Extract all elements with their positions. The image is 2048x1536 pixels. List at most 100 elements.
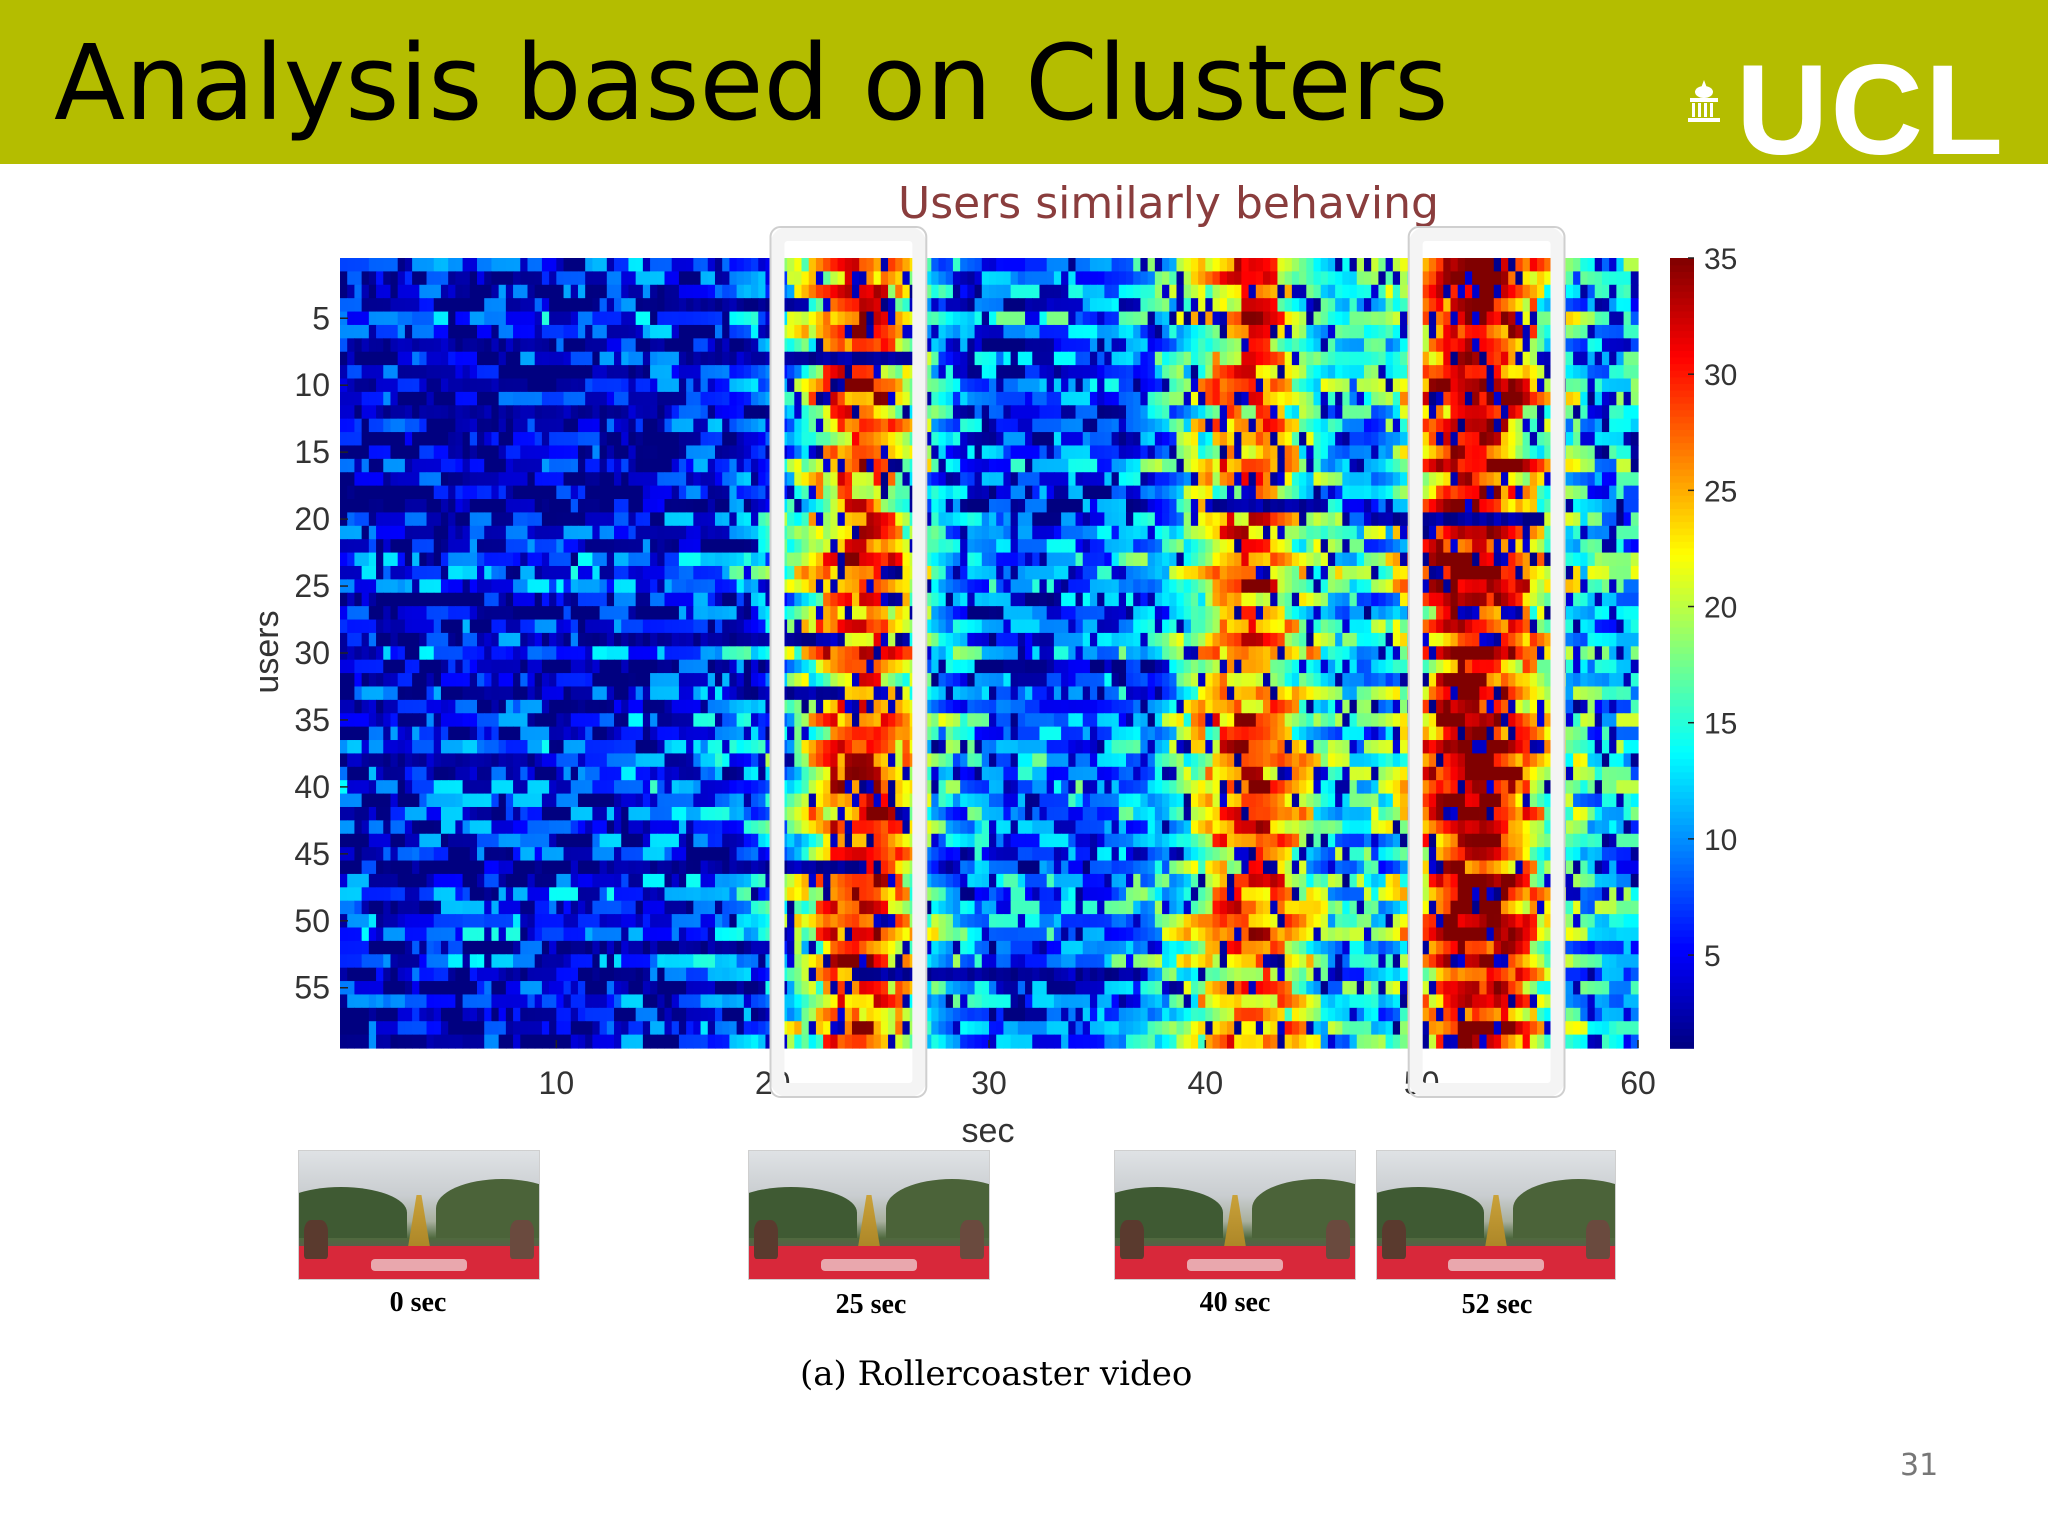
heatmap-cell (592, 324, 601, 339)
heatmap-cell (368, 405, 377, 420)
heatmap-cell (1082, 258, 1091, 272)
heatmap-cell (902, 512, 911, 527)
heatmap-cell (1320, 298, 1329, 313)
heatmap-cell (642, 458, 651, 473)
heatmap-cell (390, 512, 399, 527)
heatmap-cell (404, 405, 413, 420)
heatmap-cell (1241, 405, 1250, 420)
heatmap-cell (678, 458, 687, 473)
heatmap-cell (938, 472, 947, 487)
heatmap-cell (974, 512, 983, 527)
heatmap-cell (621, 606, 630, 621)
heatmap-cell (354, 445, 363, 460)
heatmap-cell (1183, 284, 1192, 299)
heatmap-cell (837, 311, 846, 326)
heatmap-cell (404, 445, 413, 460)
heatmap-cell (347, 458, 356, 473)
heatmap-cell (736, 338, 745, 353)
heatmap-cell (1219, 378, 1228, 393)
heatmap-cell (354, 271, 363, 286)
heatmap-cell (1508, 539, 1517, 554)
heatmap-cell (477, 338, 485, 353)
heatmap-cell (592, 258, 601, 272)
heatmap-cell (1255, 298, 1264, 313)
heatmap-cell (1544, 378, 1553, 393)
heatmap-cell (614, 298, 622, 313)
heatmap-cell (880, 592, 889, 607)
heatmap-cell (563, 378, 572, 393)
heatmap-cell (635, 432, 644, 447)
heatmap-cell (1400, 365, 1408, 380)
heatmap-cell (549, 418, 557, 433)
heatmap-cell (952, 458, 961, 473)
heatmap-cell (1299, 565, 1307, 580)
heatmap-cell (368, 485, 377, 500)
heatmap-cell (1500, 432, 1509, 447)
heatmap-cell (577, 271, 586, 286)
heatmap-cell (888, 351, 896, 366)
heatmap-cell (1486, 271, 1495, 286)
heatmap-cell (989, 592, 997, 607)
heatmap-cell (1630, 311, 1639, 326)
heatmap-cell (1162, 552, 1170, 567)
heatmap-cell (743, 271, 752, 286)
heatmap-cell (1630, 324, 1639, 339)
heatmap-cell (1255, 258, 1264, 272)
heatmap-cell (888, 324, 896, 339)
heatmap-cell (902, 432, 911, 447)
heatmap-cell (1140, 592, 1149, 607)
heatmap-cell (1320, 592, 1329, 607)
heatmap-cell (1306, 271, 1315, 286)
heatmap-cell (469, 351, 478, 366)
heatmap-cell (455, 485, 464, 500)
heatmap-cell (577, 619, 586, 634)
heatmap-cell (1219, 351, 1228, 366)
heatmap-cell (1082, 405, 1091, 420)
heatmap-cell (1515, 311, 1524, 326)
heatmap-cell (686, 565, 694, 580)
heatmap-cell (390, 391, 399, 406)
heatmap-cell (801, 619, 810, 634)
heatmap-cell (1241, 284, 1250, 299)
heatmap-cell (1472, 405, 1480, 420)
heatmap-cell (614, 619, 622, 634)
heatmap-cell (383, 298, 392, 313)
heatmap-cell (1508, 432, 1517, 447)
heatmap-cell (1234, 539, 1242, 554)
heatmap-cell (1443, 365, 1452, 380)
heatmap-cell (808, 258, 817, 272)
heatmap-cell (837, 365, 846, 380)
heatmap-cell (902, 525, 911, 540)
heatmap-cell (1436, 258, 1444, 272)
heatmap-cell (455, 405, 464, 420)
heatmap-cell (1573, 418, 1581, 433)
heatmap-cell (513, 579, 521, 594)
heatmap-cell (736, 298, 745, 313)
heatmap-cell (1277, 619, 1286, 634)
heatmap-cell (931, 391, 940, 406)
heatmap-cell (505, 284, 514, 299)
heatmap-cell (1190, 418, 1199, 433)
heatmap-cell (448, 579, 456, 594)
heatmap-cell (513, 432, 521, 447)
heatmap-cell (794, 298, 803, 313)
heatmap-cell (1609, 565, 1617, 580)
heatmap-cell (556, 271, 565, 286)
heatmap-cell (404, 365, 413, 380)
heatmap-cell (549, 619, 557, 634)
heatmap-cell (1104, 445, 1113, 460)
heatmap-cell (606, 485, 615, 500)
heatmap-cell (736, 606, 745, 621)
heatmap-cell (1421, 405, 1430, 420)
heatmap-cell (556, 378, 565, 393)
heatmap-cell (657, 512, 666, 527)
heatmap-cell (1133, 271, 1142, 286)
heatmap-cell (678, 525, 687, 540)
heatmap-cell (1133, 378, 1142, 393)
heatmap-cell (1320, 338, 1329, 353)
heatmap-cell (866, 271, 875, 286)
heatmap-cell (1450, 298, 1459, 313)
heatmap-cell (1226, 606, 1235, 621)
heatmap-cell (1270, 351, 1279, 366)
heatmap-cell (996, 338, 1005, 353)
